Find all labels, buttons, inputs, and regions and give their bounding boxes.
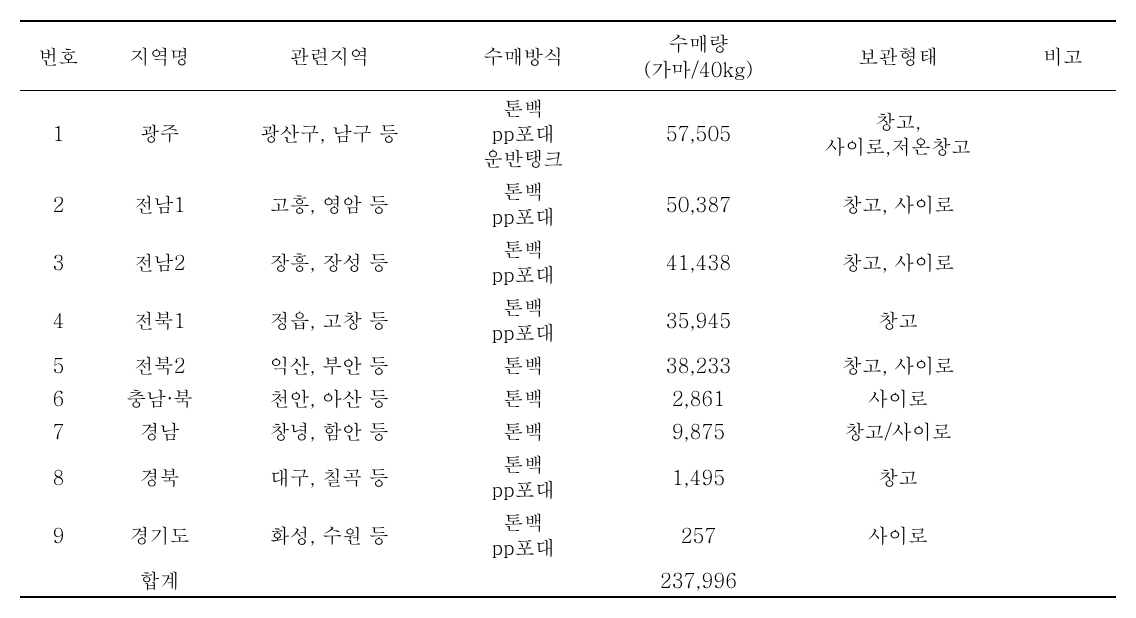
cell-region: 경남	[97, 414, 223, 447]
header-related: 관련지역	[222, 21, 436, 91]
cell-region: 전북1	[97, 290, 223, 348]
table-row: 6 충남·북 천안, 아산 등 톤백 2,861 사이로	[20, 381, 1116, 414]
header-method: 수매방식	[436, 21, 611, 91]
cell-amount: 1,495	[611, 447, 787, 505]
cell-storage: 사이로	[786, 505, 1009, 563]
cell-no: 1	[20, 91, 97, 175]
cell-storage: 창고/사이로	[786, 414, 1009, 447]
cell-amount: 38,233	[611, 348, 787, 381]
header-no: 번호	[20, 21, 97, 91]
table-row: 7 경남 창녕, 함안 등 톤백 9,875 창고/사이로	[20, 414, 1116, 447]
table-row: 9 경기도 화성, 수원 등 톤백 pp포대 257 사이로	[20, 505, 1116, 563]
cell-no: 5	[20, 348, 97, 381]
cell-no: 9	[20, 505, 97, 563]
cell-region: 전북2	[97, 348, 223, 381]
cell-no: 7	[20, 414, 97, 447]
total-label: 합계	[97, 563, 223, 597]
total-amount: 237,996	[611, 563, 787, 597]
data-table: 번호 지역명 관련지역 수매방식 수매량 (가마/40kg) 보관형태 비고 1…	[20, 20, 1116, 598]
cell-method: 톤백 pp포대 운반탱크	[436, 91, 611, 175]
cell-amount: 2,861	[611, 381, 787, 414]
cell-related: 대구, 칠곡 등	[222, 447, 436, 505]
cell-region: 경북	[97, 447, 223, 505]
table-row: 2 전남1 고흥, 영암 등 톤백 pp포대 50,387 창고, 사이로	[20, 174, 1116, 232]
cell-region: 경기도	[97, 505, 223, 563]
cell-storage: 창고, 사이로	[786, 348, 1009, 381]
cell-amount: 41,438	[611, 232, 787, 290]
cell-method: 톤백 pp포대	[436, 174, 611, 232]
cell-method: 톤백	[436, 381, 611, 414]
cell-no: 3	[20, 232, 97, 290]
table-row: 4 전북1 정읍, 고창 등 톤백 pp포대 35,945 창고	[20, 290, 1116, 348]
cell-related: 익산, 부안 등	[222, 348, 436, 381]
cell-no: 8	[20, 447, 97, 505]
cell-no: 4	[20, 290, 97, 348]
table-row: 3 전남2 장흥, 장성 등 톤백 pp포대 41,438 창고, 사이로	[20, 232, 1116, 290]
cell-method: 톤백	[436, 348, 611, 381]
cell-storage: 창고, 사이로,저온창고	[786, 91, 1009, 175]
cell-amount: 57,505	[611, 91, 787, 175]
cell-note	[1010, 381, 1116, 414]
table-row: 1 광주 광산구, 남구 등 톤백 pp포대 운반탱크 57,505 창고, 사…	[20, 91, 1116, 175]
total-row: 합계 237,996	[20, 563, 1116, 597]
cell-note	[1010, 232, 1116, 290]
cell-related: 광산구, 남구 등	[222, 91, 436, 175]
header-region: 지역명	[97, 21, 223, 91]
cell-method: 톤백 pp포대	[436, 290, 611, 348]
table-row: 8 경북 대구, 칠곡 등 톤백 pp포대 1,495 창고	[20, 447, 1116, 505]
cell-method: 톤백 pp포대	[436, 505, 611, 563]
cell-no: 6	[20, 381, 97, 414]
table-container: 번호 지역명 관련지역 수매방식 수매량 (가마/40kg) 보관형태 비고 1…	[20, 20, 1116, 598]
cell-related: 고흥, 영암 등	[222, 174, 436, 232]
cell-note	[1010, 174, 1116, 232]
cell-related: 창녕, 함안 등	[222, 414, 436, 447]
cell-note	[1010, 505, 1116, 563]
cell-region: 전남2	[97, 232, 223, 290]
cell-no: 2	[20, 174, 97, 232]
cell-region: 전남1	[97, 174, 223, 232]
table-row: 5 전북2 익산, 부안 등 톤백 38,233 창고, 사이로	[20, 348, 1116, 381]
cell-amount: 35,945	[611, 290, 787, 348]
cell-storage: 창고	[786, 290, 1009, 348]
cell-related: 정읍, 고창 등	[222, 290, 436, 348]
cell-storage: 창고, 사이로	[786, 174, 1009, 232]
cell-amount: 257	[611, 505, 787, 563]
cell-related: 천안, 아산 등	[222, 381, 436, 414]
cell-method: 톤백 pp포대	[436, 232, 611, 290]
total-related	[222, 563, 436, 597]
total-method	[436, 563, 611, 597]
table-body: 1 광주 광산구, 남구 등 톤백 pp포대 운반탱크 57,505 창고, 사…	[20, 91, 1116, 598]
total-no	[20, 563, 97, 597]
table-header: 번호 지역명 관련지역 수매방식 수매량 (가마/40kg) 보관형태 비고	[20, 21, 1116, 91]
total-note	[1010, 563, 1116, 597]
header-amount: 수매량 (가마/40kg)	[611, 21, 787, 91]
cell-region: 충남·북	[97, 381, 223, 414]
cell-amount: 9,875	[611, 414, 787, 447]
header-note: 비고	[1010, 21, 1116, 91]
cell-storage: 창고, 사이로	[786, 232, 1009, 290]
cell-amount: 50,387	[611, 174, 787, 232]
total-storage	[786, 563, 1009, 597]
cell-note	[1010, 447, 1116, 505]
cell-note	[1010, 290, 1116, 348]
cell-storage: 창고	[786, 447, 1009, 505]
header-storage: 보관형태	[786, 21, 1009, 91]
cell-related: 장흥, 장성 등	[222, 232, 436, 290]
cell-region: 광주	[97, 91, 223, 175]
cell-related: 화성, 수원 등	[222, 505, 436, 563]
cell-storage: 사이로	[786, 381, 1009, 414]
cell-method: 톤백	[436, 414, 611, 447]
cell-note	[1010, 348, 1116, 381]
header-row: 번호 지역명 관련지역 수매방식 수매량 (가마/40kg) 보관형태 비고	[20, 21, 1116, 91]
cell-note	[1010, 91, 1116, 175]
cell-note	[1010, 414, 1116, 447]
cell-method: 톤백 pp포대	[436, 447, 611, 505]
